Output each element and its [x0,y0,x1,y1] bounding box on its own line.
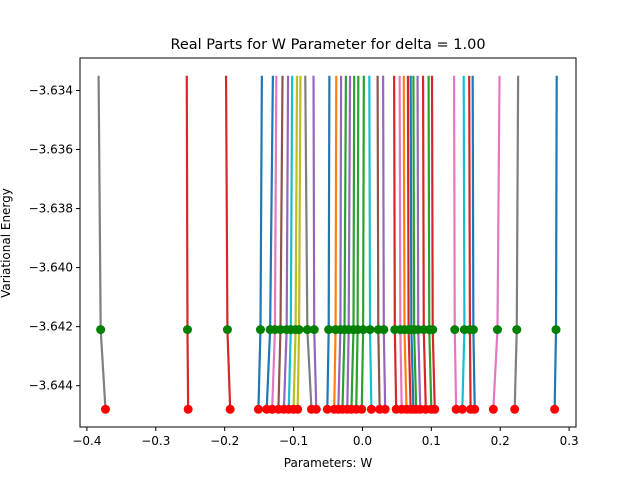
y-axis-ticks: −3.644 −3.642 −3.640 −3.638 −3.636 −3.634 [29,83,80,393]
bottom-marker-22 [366,404,376,414]
bottom-marker-34 [430,404,440,414]
mid-marker-2 [182,325,192,335]
bottom-marker-14 [322,404,332,414]
mid-marker-34 [428,325,438,335]
x-tick-label-7: 0.2 [491,434,510,448]
bottom-marker-24 [380,404,390,414]
x-tick-label-4: −0.1 [279,434,308,448]
chart-title: Real Parts for W Parameter for delta = 1… [170,37,485,53]
marker-layer [96,325,561,414]
mid-marker-13 [309,325,319,335]
y-tick-label-6: −3.634 [29,83,73,97]
bottom-marker-3 [225,404,235,414]
y-tick-label-1: −3.644 [29,379,73,393]
mid-marker-14 [324,325,334,335]
mid-marker-39 [492,325,502,335]
mid-marker-41 [551,325,561,335]
mid-marker-21 [358,325,368,335]
x-tick-label-6: 0.1 [422,434,441,448]
x-axis-title: Parameters: W [284,456,373,470]
y-tick-label-5: −3.636 [29,143,73,157]
mid-marker-4 [255,325,265,335]
x-axis-ticks: −0.4 −0.3 −0.2 −0.1 0.0 0.1 0.2 0.3 [72,427,579,448]
mid-marker-38 [468,325,478,335]
series-line-37 [468,75,472,410]
series-line-2 [185,75,190,410]
bottom-marker-36 [457,404,467,414]
plot-frame [79,57,577,428]
bottom-marker-35 [451,404,461,414]
mid-marker-40 [512,325,522,335]
bottom-marker-40 [510,404,520,414]
bottom-marker-1 [100,404,110,414]
mid-marker-3 [222,325,232,335]
x-tick-label-1: −0.4 [72,434,101,448]
mid-marker-11 [294,325,304,335]
bottom-marker-39 [488,404,498,414]
x-tick-label-3: −0.2 [210,434,239,448]
x-tick-label-2: −0.3 [141,434,170,448]
y-tick-label-3: −3.640 [29,261,73,275]
bottom-marker-13 [311,404,321,414]
mid-marker-7 [275,325,285,335]
bottom-marker-2 [183,404,193,414]
mid-marker-35 [450,325,460,335]
bottom-marker-6 [267,404,277,414]
y-tick-label-4: −3.638 [29,202,73,216]
mid-marker-22 [365,325,375,335]
mid-marker-12 [302,325,312,335]
bottom-marker-38 [470,404,480,414]
bottom-marker-21 [357,404,367,414]
mid-marker-24 [379,325,389,335]
bottom-marker-4 [253,404,263,414]
bottom-marker-11 [293,404,303,414]
y-tick-label-2: −3.642 [29,320,73,334]
mid-marker-1 [96,325,106,335]
bottom-marker-41 [550,404,560,414]
x-tick-label-5: 0.0 [353,434,372,448]
y-axis-title: Variational Energy [0,188,13,298]
x-tick-label-8: 0.3 [560,434,579,448]
